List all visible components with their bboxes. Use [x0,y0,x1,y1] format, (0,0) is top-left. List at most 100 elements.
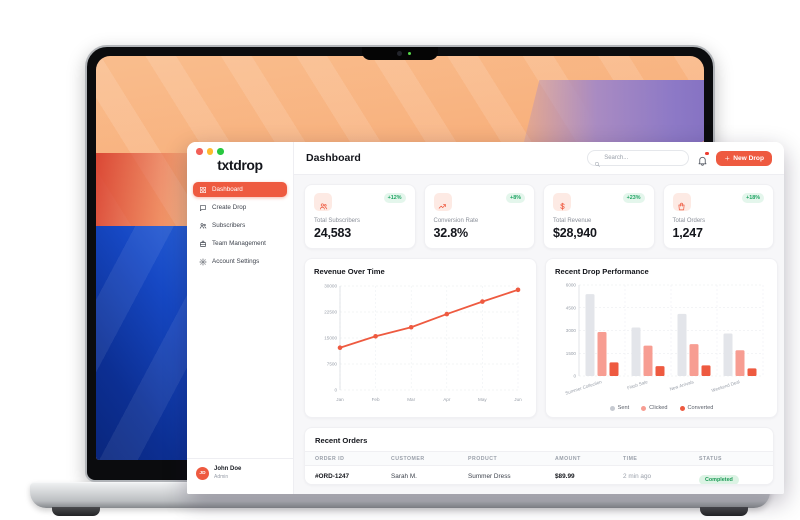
stat-label: Total Revenue [553,218,592,224]
orders-title: Recent Orders [315,436,368,445]
svg-text:1500: 1500 [566,351,577,356]
close-window-button[interactable] [196,148,203,155]
users-icon [314,193,332,211]
briefcase-icon [199,240,207,248]
svg-text:Flash Sale: Flash Sale [627,379,649,390]
svg-text:22500: 22500 [324,310,337,315]
revenue-chart-card: Revenue Over Time 0 7500 15000 22500 30000 Ja… [304,258,537,418]
product-cell: Summer Dress [468,473,511,480]
top-bar: Dashboard Search... New Drop [294,142,784,175]
chat-bubble-icon [199,204,207,212]
chart-title: Revenue Over Time [314,267,385,276]
orders-table-header: ORDER ID CUSTOMER PRODUCT AMOUNT TIME STATUS [305,451,773,466]
stat-card: +12% Total Subscribers 24,583 [304,184,416,249]
svg-text:Jun: Jun [514,397,522,402]
page-title: Dashboard [306,152,361,164]
shopping-bag-icon [672,193,691,211]
stat-card: +8% Conversion Rate 32.8% [423,184,535,249]
stat-value: 1,247 [672,226,703,240]
table-row[interactable]: #ORD-1247 Sarah M. Summer Dress $89.99 2… [305,466,773,484]
drop-performance-card: Recent Drop Performance 0 1500 3000 4500 600… [545,258,778,418]
drop-performance-bar-chart: 0 1500 3000 4500 6000 Summer Collection Flash … [555,280,768,403]
main-area: Dashboard Search... New Drop [294,142,784,494]
sidebar-item-dashboard[interactable]: Dashboard [193,182,287,197]
legend-dot [679,405,685,411]
column-header: ORDER ID [315,455,345,462]
notification-dot [705,151,709,155]
app-logo: txtdrop [217,157,263,173]
sidebar-item-label: Dashboard [212,186,243,193]
new-drop-button[interactable]: New Drop [715,150,772,166]
user-name: John Doe [214,466,242,473]
change-badge: +23% [622,193,645,203]
svg-text:3000: 3000 [566,328,577,333]
sidebar-item-team-management[interactable]: Team Management [193,236,287,251]
change-badge: +18% [742,193,764,203]
notch [362,47,438,60]
column-header: CUSTOMER [391,455,425,462]
sidebar: txtdrop Dashboard Create Drop Subscriber… [187,142,294,494]
svg-text:30000: 30000 [324,284,337,289]
status-cell: Completed [699,468,763,484]
sidebar-item-create-drop[interactable]: Create Drop [193,200,287,215]
column-header: PRODUCT [468,455,498,462]
chart-title: Recent Drop Performance [555,267,649,276]
sidebar-item-label: Create Drop [212,204,247,211]
svg-text:Mar: Mar [407,397,415,402]
bell-icon[interactable] [697,151,709,166]
change-badge: +8% [506,193,525,203]
svg-text:Jan: Jan [336,397,344,402]
sidebar-item-subscribers[interactable]: Subscribers [193,218,287,233]
camera-indicator-light [407,52,411,55]
time-cell: 2 min ago [623,473,652,480]
laptop-foot [52,507,100,516]
laptop-foot [700,507,748,516]
column-header: TIME [623,455,638,462]
svg-text:0: 0 [573,374,576,379]
avatar: JD [196,466,209,480]
legend-dot [609,405,615,411]
legend-item-sent: Sent [609,405,629,411]
laptop-screen: txtdrop Dashboard Create Drop Subscriber… [85,45,784,494]
stat-value: 32.8% [433,226,469,240]
svg-text:Weekend Deal: Weekend Deal [711,379,741,393]
stat-label: Total Subscribers [314,218,361,224]
stat-label: Total Orders [672,218,706,224]
orders-table-body: #ORD-1247 Sarah M. Summer Dress $89.99 2… [305,466,773,484]
svg-text:7500: 7500 [327,362,338,367]
revenue-line-chart: 0 7500 15000 22500 30000 Jan Feb Mar Apr May Jun [314,280,527,410]
svg-text:4500: 4500 [566,305,577,310]
user-profile[interactable]: JD John Doe Admin [187,458,293,494]
legend-dot [641,405,647,411]
svg-text:New Arrivals: New Arrivals [669,379,695,392]
sidebar-item-label: Team Management [212,240,266,247]
sidebar-item-account-settings[interactable]: Account Settings [193,254,287,269]
order-id-cell: #ORD-1247 [315,473,350,480]
column-header: STATUS [699,455,722,462]
svg-text:6000: 6000 [566,283,577,288]
stat-label: Conversion Rate [433,218,479,224]
plus-icon [724,155,731,162]
stat-card: +23% Total Revenue $28,940 [543,184,655,249]
users-icon [199,222,207,230]
customer-cell: Sarah M. [391,473,417,480]
amount-cell: $89.99 [555,473,575,480]
grid-icon [199,186,207,194]
svg-text:May: May [478,397,487,402]
legend-item-converted: Converted [679,405,713,411]
status-badge: Completed [699,474,739,484]
recent-orders-card: Recent Orders ORDER ID CUSTOMER PRODUCT AMO… [304,427,774,485]
search-placeholder: Search... [604,155,629,161]
trend-up-icon [433,193,452,211]
svg-text:Feb: Feb [372,397,380,402]
column-header: AMOUNT [555,455,581,462]
legend-item-clicked: Clicked [641,405,668,411]
search-input[interactable]: Search... [586,150,689,168]
search-icon [594,155,601,168]
dollar-icon [553,193,571,211]
sidebar-nav: Dashboard Create Drop Subscribers Team M… [187,182,293,269]
zoom-window-button[interactable] [217,148,224,155]
stat-value: $28,940 [553,226,597,240]
minimize-window-button[interactable] [206,148,213,155]
